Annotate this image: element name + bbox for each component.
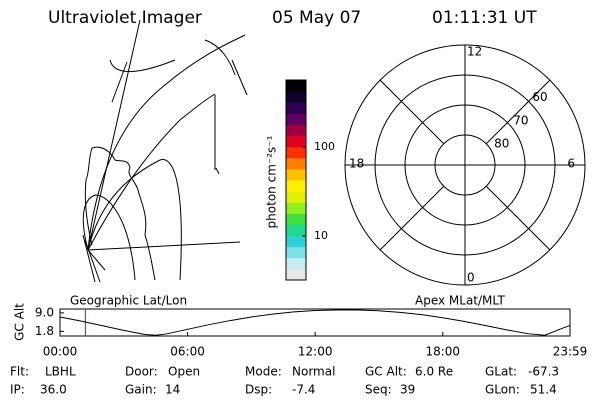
colorbar-segment <box>286 135 306 148</box>
field-label: Gain: <box>125 383 157 397</box>
field-value: 14 <box>165 383 180 397</box>
colorbar-label: photon cm⁻²s⁻¹ <box>265 135 279 228</box>
geographic-map <box>82 19 248 283</box>
polar-ring-label: 80 <box>494 136 509 150</box>
mlt-label: 12 <box>467 45 482 59</box>
polar-grid: 80 70 60 0 6 12 18 <box>344 44 586 286</box>
colorbar-segment <box>286 213 306 225</box>
field-label: Seq: <box>365 383 392 397</box>
coastline <box>84 146 156 281</box>
y-tick-label: 1.8 <box>35 324 54 338</box>
grid-arc <box>111 61 128 103</box>
grid-arc <box>87 93 216 251</box>
grid-arc <box>214 95 220 175</box>
colorbar-segment <box>286 224 306 237</box>
colorbar-segment <box>286 235 306 248</box>
colorbar-segment <box>286 146 306 159</box>
field-value: -7.4 <box>292 383 315 397</box>
colorbar-segment <box>286 80 306 92</box>
altitude-plot: 1.8 9.0 00:00 06:00 12:00 18:00 23:59 <box>35 305 587 358</box>
polar-spoke <box>379 79 445 145</box>
polar-ring-label: 60 <box>532 90 547 104</box>
colorbar-segment <box>286 257 306 270</box>
date: 05 May 07 <box>272 8 361 28</box>
y-axis-label: GC Alt <box>13 303 27 341</box>
map-label: Geographic Lat/Lon <box>70 294 187 308</box>
mlt-label: 6 <box>567 157 575 171</box>
parallel <box>87 241 241 251</box>
meridian <box>87 19 141 251</box>
field-value: Open <box>168 365 200 379</box>
field-label: Dsp: <box>245 383 272 397</box>
x-tick-label: 06:00 <box>170 345 205 359</box>
colorbar-frame <box>285 79 307 281</box>
colorbar-segment <box>286 91 306 103</box>
field-value: Normal <box>292 365 335 379</box>
polar-label: Apex MLat/MLT <box>415 294 505 308</box>
colorbar-segment <box>286 191 306 203</box>
colorbar-segment <box>286 246 306 259</box>
field-label: Door: <box>125 365 158 379</box>
grid-arc <box>87 159 182 281</box>
field-label: GLon: <box>485 383 520 397</box>
footer: Flt: LBHL Door: Open Mode: Normal GC Alt: 6.0 R… <box>10 365 559 397</box>
colorbar: 10 100 <box>285 79 335 281</box>
mlt-label: 0 <box>467 271 475 285</box>
x-tick-label: 23:59 <box>553 345 588 359</box>
field-label: Flt: <box>10 365 29 379</box>
grid-arc <box>231 59 248 96</box>
x-tick-label: 12:00 <box>298 345 333 359</box>
x-tick-label: 00:00 <box>43 345 78 359</box>
grid-arc <box>82 234 106 283</box>
colorbar-segment <box>286 180 306 192</box>
colorbar-tick-label: 10 <box>314 229 328 242</box>
polar-spoke <box>485 185 551 251</box>
field-value: 51.4 <box>530 383 557 397</box>
colorbar-segment <box>286 202 306 214</box>
colorbar-segment <box>286 157 306 170</box>
polar-ring-label: 70 <box>513 113 528 127</box>
x-tick-label: 18:00 <box>425 345 460 359</box>
grid-arc <box>109 39 236 76</box>
colorbar-segment <box>286 168 306 181</box>
field-value: 6.0 Re <box>415 365 453 379</box>
field-label: Mode: <box>245 365 282 379</box>
altitude-line <box>59 309 571 336</box>
polar-spoke <box>485 79 551 145</box>
colorbar-segment <box>286 268 306 281</box>
time: 01:11:31 UT <box>432 8 537 28</box>
grid-arc <box>87 34 246 251</box>
mlt-label: 18 <box>349 157 364 171</box>
field-value: 39 <box>400 383 415 397</box>
field-label: GLat: <box>485 365 517 379</box>
colorbar-tick-label: 100 <box>314 140 335 153</box>
colorbar-segment <box>286 102 306 114</box>
polar-spoke <box>379 185 445 251</box>
field-value: LBHL <box>45 365 76 379</box>
colorbar-segment <box>286 124 306 137</box>
field-value: 36.0 <box>40 383 67 397</box>
field-label: GC Alt: <box>365 365 407 379</box>
title: Ultraviolet Imager <box>48 8 202 28</box>
colorbar-segment <box>286 113 306 125</box>
field-value: -67.3 <box>528 365 559 379</box>
field-label: IP: <box>10 383 25 397</box>
y-tick-label: 9.0 <box>35 305 54 319</box>
grid-arc <box>82 194 136 281</box>
